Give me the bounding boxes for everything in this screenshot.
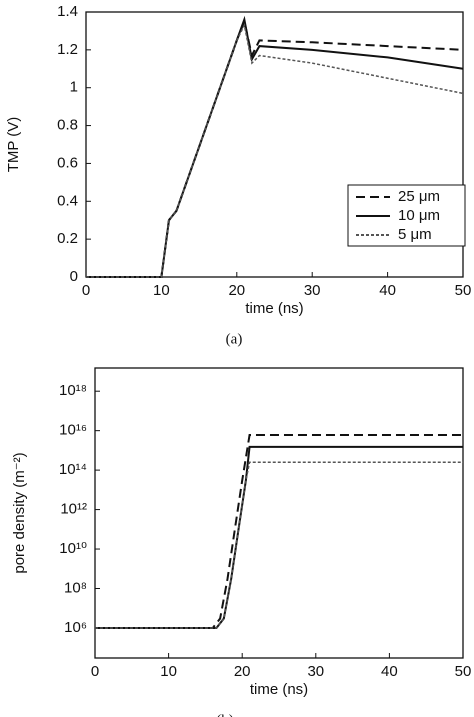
x-tick-label: 30 (307, 663, 324, 680)
x-tick-label: 40 (379, 282, 396, 299)
x-tick-label: 20 (228, 282, 245, 299)
x-tick-label: 40 (381, 663, 398, 680)
series-line (86, 22, 464, 278)
y-tick-label: 1.2 (57, 41, 78, 58)
legend-label: 10 μm (398, 207, 440, 224)
y-tick-label: 0.8 (57, 117, 78, 134)
x-tick-label: 50 (455, 663, 472, 680)
y-tick-label: 10⁶ (64, 619, 87, 636)
y-tick-label: 0.2 (57, 230, 78, 247)
y-tick-label: 0.4 (57, 192, 78, 209)
series-line (95, 461, 463, 629)
y-tick-label: 0 (70, 268, 78, 285)
x-tick-label: 0 (91, 663, 99, 680)
y-axis-label: pore density (m⁻²) (11, 452, 28, 573)
y-tick-label: 10¹⁰ (59, 540, 87, 557)
caption: (b) (216, 712, 234, 717)
series-line (86, 15, 464, 278)
y-tick-label: 1.4 (57, 3, 78, 20)
x-tick-label: 10 (153, 282, 170, 299)
y-tick-label: 10¹⁸ (59, 382, 87, 399)
y-tick-label: 1 (70, 79, 78, 96)
y-axis-label: TMP (V) (5, 117, 22, 173)
y-tick-label: 10⁸ (64, 579, 87, 596)
series-line (95, 445, 463, 629)
series-line (95, 434, 463, 629)
x-tick-label: 20 (234, 663, 251, 680)
y-tick-label: 10¹² (60, 501, 87, 518)
x-tick-label: 50 (455, 282, 472, 299)
x-axis-label: time (ns) (245, 300, 303, 317)
y-tick-label: 10¹⁴ (59, 461, 87, 478)
legend-label: 25 μm (398, 188, 440, 205)
x-tick-label: 30 (304, 282, 321, 299)
plot-frame (85, 11, 464, 278)
x-axis-label: time (ns) (250, 681, 308, 698)
x-tick-label: 10 (160, 663, 177, 680)
caption: (a) (226, 331, 243, 347)
x-tick-label: 0 (82, 282, 90, 299)
y-tick-label: 10¹⁶ (59, 422, 87, 439)
plot-frame (94, 367, 464, 659)
legend-label: 5 μm (398, 226, 432, 243)
y-tick-label: 0.6 (57, 154, 78, 171)
